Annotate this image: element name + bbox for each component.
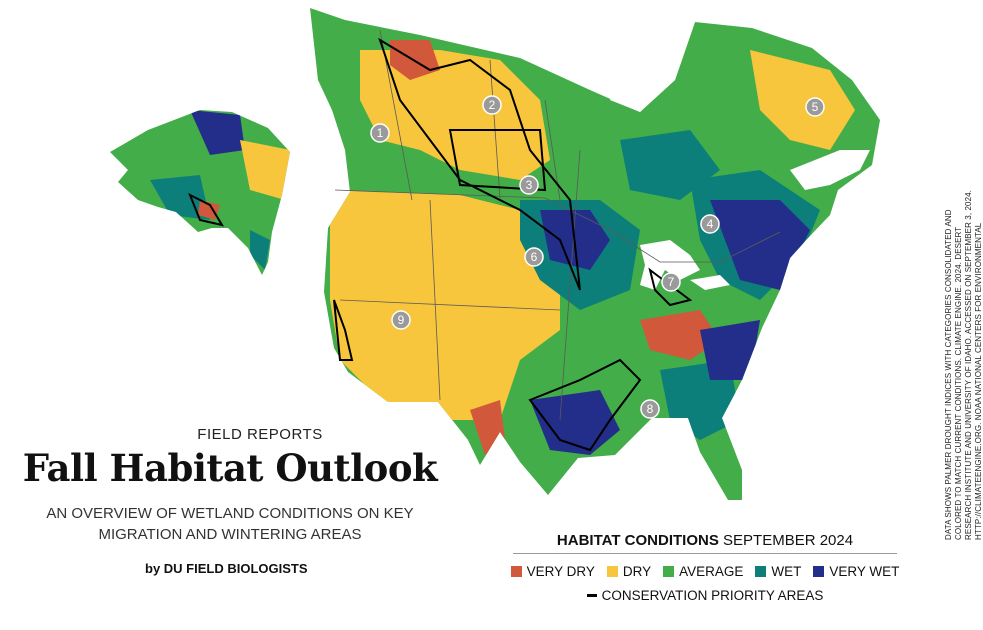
- region-marker-5: 5: [805, 97, 825, 117]
- region-marker-2: 2: [482, 95, 502, 115]
- legend-items: VERY DRY DRY AVERAGE WET VERY WET: [505, 564, 905, 579]
- legend-conservation: CONSERVATION PRIORITY AREAS: [505, 588, 905, 603]
- region-marker-8: 8: [640, 399, 660, 419]
- conservation-label: CONSERVATION PRIORITY AREAS: [601, 588, 824, 603]
- svg-text:4: 4: [707, 217, 714, 231]
- legend-item-dry: DRY: [606, 564, 651, 579]
- byline: by DU FIELD BIOLOGISTS: [145, 561, 308, 576]
- legend-title: HABITAT CONDITIONS SEPTEMBER 2024: [513, 532, 897, 554]
- region-marker-9: 9: [391, 310, 411, 330]
- svg-text:1: 1: [377, 126, 384, 140]
- gulf-of-st-lawrence: [790, 150, 870, 190]
- conservation-line-swatch: [586, 594, 597, 597]
- great-lakes: [640, 240, 730, 290]
- legend-item-average: AVERAGE: [663, 564, 743, 579]
- page-subtitle: AN OVERVIEW OF WETLAND CONDITIONS ON KEY…: [46, 505, 414, 543]
- swatch-average: [663, 566, 675, 577]
- svg-text:3: 3: [526, 178, 533, 192]
- region-marker-4: 4: [700, 214, 720, 234]
- svg-text:8: 8: [647, 402, 654, 416]
- svg-text:5: 5: [812, 100, 819, 114]
- legend-item-very-wet: VERY WET: [813, 564, 899, 579]
- legend-item-very-dry: VERY DRY: [510, 564, 595, 579]
- legend-title-date: SEPTEMBER 2024: [718, 532, 854, 549]
- region-marker-3: 3: [519, 175, 539, 195]
- legend-title-bold: HABITAT CONDITIONS: [556, 532, 719, 549]
- hudson-bay: [610, 20, 695, 112]
- swatch-dry: [606, 566, 618, 577]
- legend-item-wet: WET: [755, 564, 801, 579]
- region-marker-1: 1: [370, 123, 390, 143]
- svg-text:9: 9: [398, 313, 405, 327]
- swatch-very-wet: [813, 566, 825, 577]
- boundary-lines: [334, 29, 781, 421]
- region-markers: 1 2 3 4 5 6 7 8 9: [370, 95, 825, 419]
- region-marker-6: 6: [524, 247, 544, 267]
- alaska-region: [110, 110, 290, 275]
- swatch-very-dry: [510, 566, 522, 577]
- legend: HABITAT CONDITIONS SEPTEMBER 2024 VERY D…: [505, 532, 905, 603]
- conservation-priority-areas: [188, 37, 693, 452]
- source-note: DATA SHOWS PALMER DROUGHT INDICES WITH C…: [944, 190, 983, 540]
- page-title: Fall Habitat Outlook: [22, 446, 438, 490]
- region-marker-7: 7: [661, 272, 681, 292]
- svg-text:7: 7: [668, 275, 675, 289]
- swatch-wet: [755, 566, 767, 577]
- section-kicker: FIELD REPORTS: [197, 426, 323, 443]
- svg-text:2: 2: [489, 98, 496, 112]
- svg-text:6: 6: [531, 250, 538, 264]
